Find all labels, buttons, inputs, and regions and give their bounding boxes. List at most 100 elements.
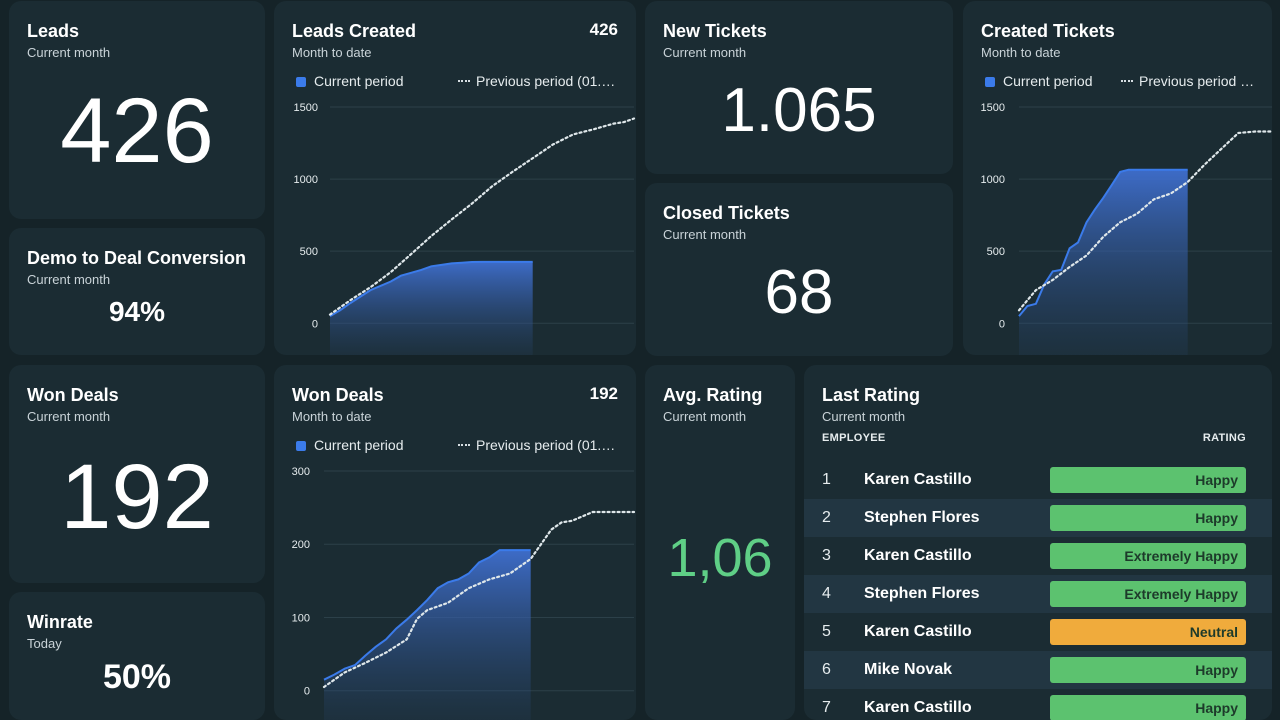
new-tickets-title: New Tickets bbox=[663, 21, 767, 41]
table-row[interactable]: 1 Karen Castillo Happy bbox=[804, 461, 1272, 499]
y-tick-label: 0 bbox=[999, 318, 1005, 330]
y-tick-label: 0 bbox=[312, 318, 318, 330]
closed-tickets-subtitle: Current month bbox=[663, 227, 747, 242]
employee-name: Stephen Flores bbox=[864, 585, 980, 602]
demo-conversion-title: Demo to Deal Conversion bbox=[27, 248, 247, 268]
new-tickets-card: New Tickets Current month 1.065 bbox=[645, 1, 953, 174]
created-tickets-title: Created Tickets bbox=[981, 21, 1115, 41]
legend-current-swatch bbox=[296, 441, 306, 451]
y-tick-label: 1500 bbox=[294, 102, 318, 114]
current-period-line bbox=[329, 260, 533, 317]
current-period-area bbox=[330, 261, 533, 355]
legend-previous-swatch bbox=[458, 80, 470, 82]
last-rating-title: Last Rating bbox=[822, 385, 921, 405]
won-deals-chart-total: 192 bbox=[589, 384, 618, 403]
rating-column-header[interactable]: RATING bbox=[1202, 432, 1246, 444]
winrate-subtitle: Today bbox=[27, 636, 62, 651]
legend-previous[interactable]: Previous period … bbox=[1121, 73, 1254, 89]
leads-value: 426 bbox=[60, 80, 214, 182]
rating-badge: Happy bbox=[1050, 467, 1246, 493]
won-deals-chart: 0 100 200 300 bbox=[292, 466, 636, 720]
table-row[interactable]: 5 Karen Castillo Neutral bbox=[804, 613, 1272, 651]
won-deals-chart-subtitle: Month to date bbox=[292, 409, 372, 424]
y-tick-label: 500 bbox=[300, 246, 318, 258]
row-index: 2 bbox=[822, 509, 831, 526]
created-tickets-legend: Current period Previous period … bbox=[985, 73, 1254, 89]
closed-tickets-card: Closed Tickets Current month 68 bbox=[645, 183, 953, 356]
avg-rating-title: Avg. Rating bbox=[663, 385, 763, 405]
y-tick-label: 1500 bbox=[981, 102, 1005, 114]
table-row[interactable]: 7 Karen Castillo Happy bbox=[804, 689, 1272, 720]
winrate-card: Winrate Today 50% bbox=[9, 592, 265, 720]
row-index: 6 bbox=[822, 661, 831, 678]
row-index: 4 bbox=[822, 585, 831, 602]
created-tickets-card: Created Tickets Month to date Current pe… bbox=[963, 1, 1272, 355]
leads-created-subtitle: Month to date bbox=[292, 45, 372, 60]
current-period-line bbox=[1018, 168, 1188, 317]
table-row[interactable]: 3 Karen Castillo Extremely Happy bbox=[804, 537, 1272, 575]
legend-previous-swatch bbox=[458, 444, 470, 446]
y-tick-label: 200 bbox=[292, 539, 310, 551]
employee-name: Karen Castillo bbox=[864, 699, 972, 716]
rating-badge: Extremely Happy bbox=[1050, 543, 1246, 569]
employee-name: Stephen Flores bbox=[864, 509, 980, 526]
won-deals-chart-legend: Current period Previous period (01.… bbox=[296, 437, 618, 453]
y-tick-label: 300 bbox=[292, 466, 310, 478]
avg-rating-card: Avg. Rating Current month 1,06 bbox=[645, 365, 795, 720]
legend-previous-swatch bbox=[1121, 80, 1133, 82]
current-period-area bbox=[1019, 169, 1188, 355]
leads-subtitle: Current month bbox=[27, 45, 111, 60]
last-rating-card: Last Rating Current month EMPLOYEE RATIN… bbox=[804, 365, 1272, 720]
legend-previous[interactable]: Previous period (01.… bbox=[458, 437, 615, 453]
won-deals-subtitle: Current month bbox=[27, 409, 111, 424]
legend-current[interactable]: Current period bbox=[296, 73, 404, 89]
leads-created-total: 426 bbox=[589, 20, 618, 39]
table-row[interactable]: 6 Mike Novak Happy bbox=[804, 651, 1272, 689]
won-deals-value: 192 bbox=[60, 446, 214, 548]
row-index: 5 bbox=[822, 623, 831, 640]
employee-name: Karen Castillo bbox=[864, 623, 972, 640]
winrate-value: 50% bbox=[102, 658, 172, 696]
y-tick-label: 100 bbox=[292, 612, 310, 624]
leads-created-card: Leads Created Month to date 426 Current … bbox=[274, 1, 636, 355]
legend-current[interactable]: Current period bbox=[985, 73, 1093, 89]
table-row[interactable]: 4 Stephen Flores Extremely Happy bbox=[804, 575, 1272, 613]
y-tick-label: 1000 bbox=[981, 174, 1005, 186]
employee-name: Karen Castillo bbox=[864, 547, 972, 564]
current-period-line bbox=[323, 549, 531, 681]
new-tickets-value: 1.065 bbox=[721, 76, 877, 145]
table-row[interactable]: 2 Stephen Flores Happy bbox=[804, 499, 1272, 537]
rating-badge: Happy bbox=[1050, 657, 1246, 683]
y-tick-label: 500 bbox=[987, 246, 1005, 258]
leads-title: Leads bbox=[27, 21, 80, 41]
legend-current[interactable]: Current period bbox=[296, 437, 404, 453]
legend-current-swatch bbox=[985, 77, 995, 87]
previous-period-line bbox=[328, 117, 636, 316]
current-period-area bbox=[324, 550, 531, 720]
rating-badge: Neutral bbox=[1050, 619, 1246, 645]
leads-created-chart: 0 500 1000 1500 bbox=[294, 102, 636, 355]
employee-name: Karen Castillo bbox=[864, 471, 972, 488]
won-deals-chart-card: Won Deals Month to date 192 Current peri… bbox=[274, 365, 636, 720]
leads-card: Leads Current month 426 bbox=[9, 1, 265, 219]
previous-period-line bbox=[1017, 130, 1272, 312]
previous-period-line bbox=[322, 510, 636, 689]
winrate-title: Winrate bbox=[27, 612, 93, 632]
created-tickets-chart: 0 500 1000 1500 bbox=[981, 102, 1272, 355]
employee-name: Mike Novak bbox=[864, 661, 953, 678]
created-tickets-subtitle: Month to date bbox=[981, 45, 1061, 60]
row-index: 3 bbox=[822, 547, 831, 564]
closed-tickets-value: 68 bbox=[764, 258, 834, 327]
won-deals-card: Won Deals Current month 192 bbox=[9, 365, 265, 583]
demo-conversion-subtitle: Current month bbox=[27, 272, 111, 287]
last-rating-subtitle: Current month bbox=[822, 409, 906, 424]
leads-created-legend: Current period Previous period (01.… bbox=[296, 73, 618, 89]
y-tick-label: 0 bbox=[304, 686, 310, 698]
won-deals-chart-title: Won Deals bbox=[292, 385, 384, 405]
demo-conversion-value: 94% bbox=[108, 296, 166, 327]
y-tick-label: 1000 bbox=[294, 174, 318, 186]
closed-tickets-title: Closed Tickets bbox=[663, 203, 790, 223]
employee-column-header[interactable]: EMPLOYEE bbox=[822, 432, 886, 444]
legend-current-swatch bbox=[296, 77, 306, 87]
legend-previous[interactable]: Previous period (01.… bbox=[458, 73, 615, 89]
